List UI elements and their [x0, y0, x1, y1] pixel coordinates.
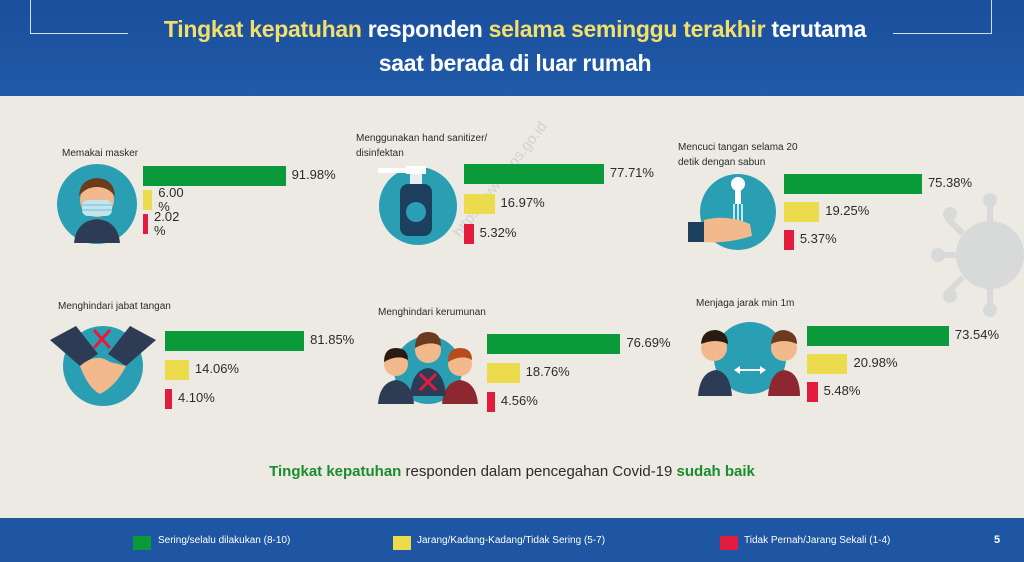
data-label: 4.10%: [177, 390, 215, 405]
data-label: 81.85%: [310, 332, 355, 347]
data-label: 73.54%: [954, 327, 1000, 342]
header-rule-left: [30, 33, 128, 34]
bar: [464, 224, 474, 244]
panel-label: Menghindari kerumunan: [378, 307, 486, 318]
data-label: 19.25%: [825, 203, 870, 218]
data-label: 77.71%: [609, 165, 654, 180]
social-distance-icon: [698, 322, 800, 396]
legend-label: Jarang/Kadang-Kadang/Tidak Sering (5-7): [417, 535, 606, 546]
data-label: 4.56%: [500, 393, 538, 408]
summary-highlight-2: sudah baik: [676, 463, 755, 480]
panel-label: Menghindari jabat tangan: [58, 301, 171, 312]
data-label: 16.97%: [500, 195, 545, 210]
bar: [784, 174, 922, 194]
face-mask-icon: [57, 164, 137, 244]
legend-label: Tidak Pernah/Jarang Sekali (1-4): [744, 535, 891, 546]
hand-sanitizer-icon: [378, 166, 457, 245]
bar: [464, 164, 604, 184]
data-label: 75.38%: [927, 175, 973, 190]
header-rule-right-vertical: [991, 0, 992, 34]
bar: [487, 363, 520, 383]
bar: [165, 331, 305, 351]
bar: [487, 334, 621, 354]
bar: [807, 326, 949, 346]
legend-swatch: [393, 536, 411, 550]
legend-swatch: [133, 536, 151, 550]
no-handshake-icon: [50, 326, 156, 406]
bar: [784, 230, 794, 250]
bar: [784, 202, 820, 222]
page-number: 5: [994, 534, 1001, 546]
data-label: 20.98%: [853, 355, 898, 370]
legend-label: Sering/selalu dilakukan (8-10): [158, 535, 291, 546]
data-label: 18.76%: [525, 364, 570, 379]
data-label: 76.69%: [626, 335, 671, 350]
data-label: 5.48%: [823, 383, 861, 398]
title-highlight-2: selama seminggu terakhir: [488, 16, 766, 42]
virus-icon: [931, 193, 1024, 317]
page-title: Tingkat kepatuhan responden selama semin…: [120, 12, 910, 80]
bar: [143, 166, 286, 186]
data-label: 5.37%: [799, 231, 837, 246]
bar: [487, 392, 495, 412]
bar: [143, 214, 148, 234]
panel-label: Mencuci tangan selama 20 detik dengan sa…: [678, 142, 798, 168]
data-label: 91.98%: [291, 167, 336, 182]
avoid-crowd-icon: [378, 332, 478, 404]
header-rule-right: [893, 33, 991, 34]
summary-highlight-1: Tingkat kepatuhan: [269, 463, 402, 480]
summary-text: Tingkat kepatuhan responden dalam penceg…: [0, 463, 1024, 480]
hand-washing-icon: [688, 174, 776, 250]
panel-label: Menggunakan hand sanitizer/ disinfektan: [356, 133, 488, 159]
data-label: 14.06%: [194, 361, 239, 376]
title-highlight-1: Tingkat kepatuhan: [163, 16, 362, 42]
data-label: 2.02 %: [154, 209, 180, 238]
data-label: 5.32%: [479, 225, 517, 240]
legend-swatch: [720, 536, 738, 550]
title-middle: responden: [367, 16, 483, 42]
title-line-2: saat berada di luar rumah: [378, 50, 652, 76]
panel-label: Memakai masker: [62, 148, 139, 159]
header-banner: Tingkat kepatuhan responden selama semin…: [0, 0, 1024, 96]
footer-legend-bar: [0, 518, 1024, 562]
bar: [807, 382, 818, 402]
bar: [165, 360, 189, 380]
panel-label: Menjaga jarak min 1m: [696, 298, 795, 309]
summary-middle: responden dalam pencegahan Covid-19: [401, 463, 677, 480]
title-end: terutama: [771, 16, 867, 42]
bar: [464, 194, 495, 214]
bar: [807, 354, 848, 374]
bar: [143, 190, 153, 210]
data-label: 6.00 %: [158, 185, 184, 214]
bar: [165, 389, 172, 409]
header-rule-left-vertical: [30, 0, 31, 34]
